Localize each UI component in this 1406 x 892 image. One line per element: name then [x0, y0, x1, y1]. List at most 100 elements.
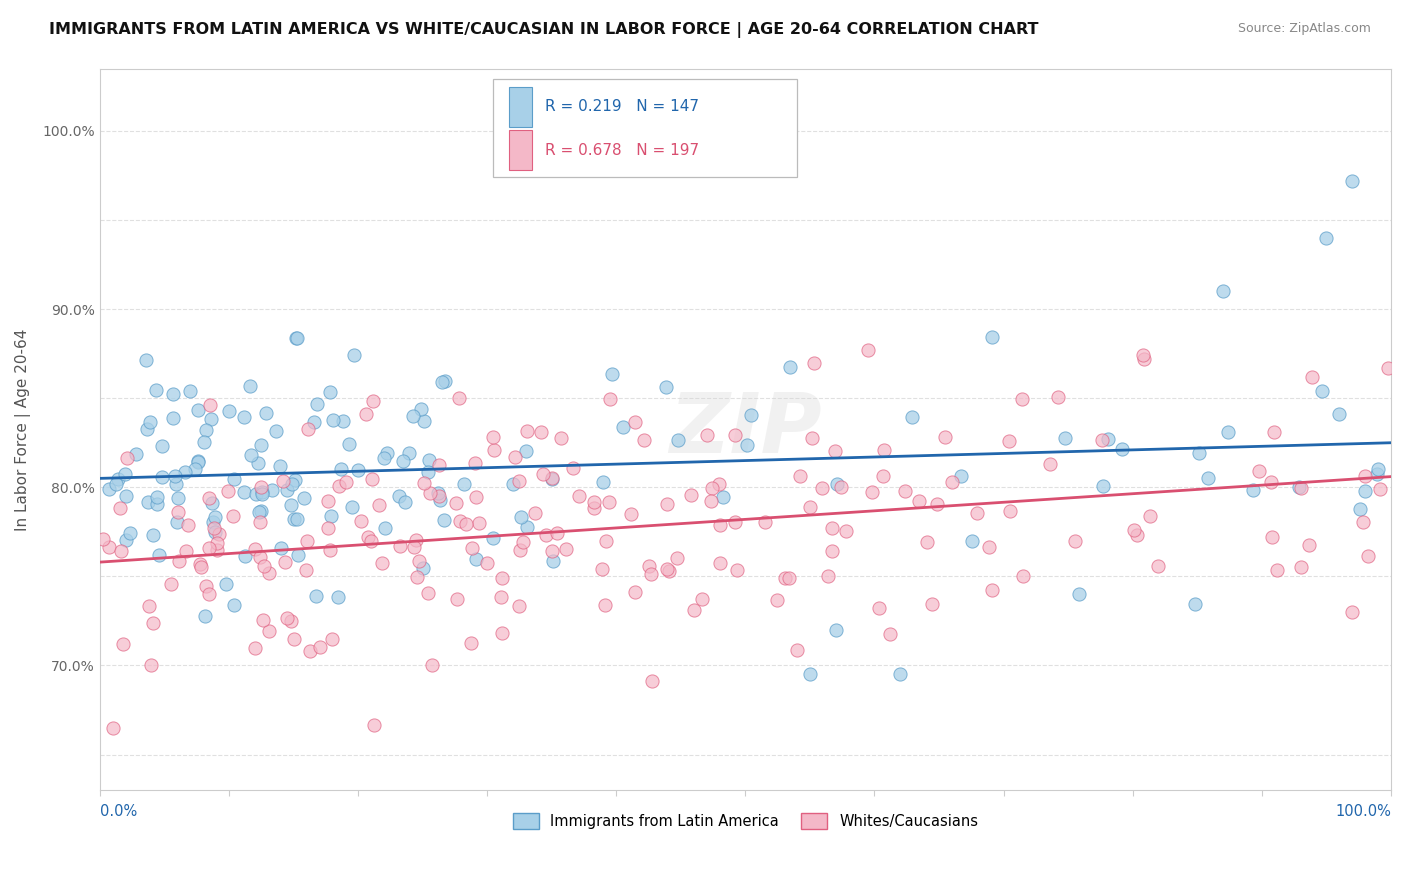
Point: [510, 509, 533, 524]
Point: [245, 486, 267, 500]
Point: [1368, 482, 1391, 496]
Point: [318, 494, 340, 508]
Point: [142, 616, 165, 631]
Point: [1354, 469, 1376, 483]
Point: [108, 500, 131, 515]
Point: [104, 476, 127, 491]
Point: [1046, 390, 1069, 404]
Point: [491, 625, 513, 640]
Point: [824, 623, 846, 637]
Point: [927, 497, 949, 511]
Point: [658, 565, 681, 579]
Point: [1064, 533, 1087, 548]
Point: [319, 509, 342, 524]
Legend: Immigrants from Latin America, Whites/Caucasians: Immigrants from Latin America, Whites/Ca…: [506, 807, 984, 835]
Point: [562, 460, 585, 475]
Point: [900, 409, 922, 424]
Point: [555, 541, 578, 556]
Point: [546, 526, 568, 541]
Point: [820, 521, 842, 535]
Point: [449, 391, 471, 405]
Point: [800, 431, 823, 445]
Point: [187, 455, 209, 469]
Point: [860, 484, 883, 499]
Point: [110, 544, 132, 558]
Point: [460, 636, 482, 650]
Point: [612, 419, 634, 434]
Point: [427, 458, 450, 473]
Point: [179, 384, 201, 398]
Point: [260, 483, 283, 497]
Point: [702, 481, 724, 495]
Point: [218, 404, 240, 418]
Point: [276, 611, 298, 625]
Point: [666, 551, 689, 566]
Point: [332, 414, 354, 428]
Point: [654, 379, 676, 393]
Point: [297, 422, 319, 436]
Point: [502, 477, 524, 491]
Point: [998, 434, 1021, 448]
Point: [1097, 432, 1119, 446]
Point: [162, 410, 184, 425]
Point: [328, 479, 350, 493]
Point: [115, 533, 138, 548]
Point: [139, 415, 162, 429]
Point: [1012, 569, 1035, 583]
Point: [599, 392, 621, 406]
Point: [941, 475, 963, 490]
Text: 0.0%: 0.0%: [100, 805, 136, 820]
Point: [735, 437, 758, 451]
Point: [326, 590, 349, 604]
Point: [830, 480, 852, 494]
Point: [491, 571, 513, 585]
Point: [433, 374, 456, 388]
Point: [284, 473, 307, 487]
Point: [773, 572, 796, 586]
Point: [97, 540, 120, 554]
Point: [1261, 530, 1284, 544]
Point: [202, 521, 225, 535]
Point: [512, 535, 534, 549]
Point: [1365, 467, 1388, 482]
Point: [264, 424, 287, 438]
Point: [1184, 598, 1206, 612]
Point: [115, 489, 138, 503]
Point: [363, 717, 385, 731]
Point: [247, 456, 270, 470]
Y-axis label: In Labor Force | Age 20-64: In Labor Force | Age 20-64: [15, 328, 31, 531]
Point: [1298, 538, 1320, 552]
Point: [405, 570, 427, 584]
Point: [464, 552, 486, 566]
Point: [461, 541, 484, 556]
Text: ZIP: ZIP: [669, 389, 821, 470]
Point: [821, 544, 844, 558]
Point: [550, 431, 572, 445]
Point: [145, 497, 167, 511]
Point: [221, 509, 243, 524]
Point: [509, 543, 531, 558]
Point: [357, 530, 380, 544]
Text: R = 0.678   N = 197: R = 0.678 N = 197: [546, 143, 699, 158]
Point: [709, 556, 731, 570]
Point: [1069, 587, 1091, 601]
Point: [252, 613, 274, 627]
Point: [166, 505, 188, 519]
Point: [1111, 442, 1133, 456]
Point: [200, 412, 222, 426]
Point: [318, 543, 340, 558]
Point: [249, 515, 271, 529]
Point: [1123, 523, 1146, 537]
Point: [529, 425, 551, 440]
Point: [138, 599, 160, 613]
Point: [361, 472, 384, 486]
Point: [657, 498, 679, 512]
Point: [817, 568, 839, 582]
Point: [318, 385, 340, 400]
Point: [824, 444, 846, 458]
Point: [233, 549, 256, 563]
Point: [295, 533, 318, 548]
Point: [215, 577, 238, 591]
Point: [1188, 446, 1211, 460]
Point: [633, 433, 655, 447]
